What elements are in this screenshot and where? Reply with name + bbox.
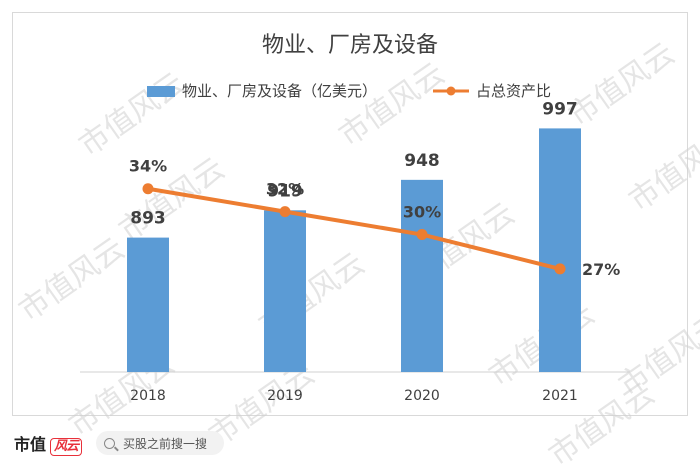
line-label-2018: 34% bbox=[129, 157, 167, 176]
bar-2020 bbox=[401, 179, 443, 372]
brand-text: 市值 bbox=[14, 434, 47, 454]
line-point-2020 bbox=[416, 229, 428, 241]
x-tick-2021: 2021 bbox=[542, 388, 578, 404]
legend: 物业、厂房及设备（亿美元） 占总资产比 bbox=[147, 82, 551, 100]
bar-2019 bbox=[264, 210, 306, 372]
bar-2021 bbox=[539, 128, 581, 372]
bar-label-2019: 919 bbox=[267, 181, 303, 201]
line-points bbox=[142, 183, 566, 275]
search-box[interactable]: 买股之前搜一搜 bbox=[96, 431, 225, 455]
legend-bar-label: 物业、厂房及设备（亿美元） bbox=[182, 82, 377, 100]
search-icon bbox=[104, 437, 116, 449]
line-label-2020: 30% bbox=[403, 203, 441, 222]
bar-label-2018: 893 bbox=[130, 209, 166, 229]
chart: 物业、厂房及设备 物业、厂房及设备（亿美元） 占总资产比 893 919 948 99… bbox=[80, 33, 630, 404]
brand-mark: 风云 bbox=[50, 437, 83, 456]
legend-line-marker bbox=[446, 86, 456, 96]
x-tick-2019: 2019 bbox=[267, 388, 303, 404]
line-labels: 34% 32% 30% 27% bbox=[129, 157, 620, 279]
line-label-2019: 32% bbox=[266, 180, 304, 199]
footer: 市值 风云 买股之前搜一搜 bbox=[0, 420, 700, 466]
x-tick-2018: 2018 bbox=[130, 388, 166, 404]
chart-title: 物业、厂房及设备 bbox=[262, 33, 438, 58]
legend-line-label: 占总资产比 bbox=[476, 82, 551, 100]
legend-bar-swatch bbox=[147, 86, 175, 97]
bar-2018 bbox=[127, 237, 169, 372]
bar-label-2021: 997 bbox=[542, 99, 578, 119]
bar-series bbox=[127, 128, 581, 372]
line-series bbox=[147, 186, 561, 271]
bar-label-2020: 948 bbox=[404, 151, 440, 171]
bar-labels: 893 919 948 997 bbox=[130, 99, 578, 228]
x-tick-labels: 2018 2019 2020 2021 bbox=[130, 388, 578, 404]
brand-logo[interactable]: 市值 风云 bbox=[14, 431, 83, 456]
line-point-2021 bbox=[554, 263, 566, 275]
line-point-2018 bbox=[142, 183, 154, 195]
x-tick-2020: 2020 bbox=[404, 388, 440, 404]
line-point-2019 bbox=[279, 206, 291, 218]
search-placeholder: 买股之前搜一搜 bbox=[123, 436, 208, 451]
line-label-2021: 27% bbox=[582, 260, 620, 279]
